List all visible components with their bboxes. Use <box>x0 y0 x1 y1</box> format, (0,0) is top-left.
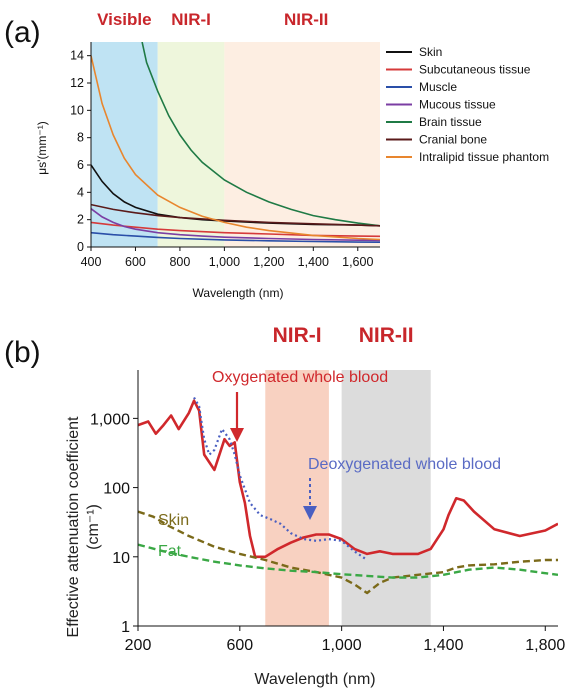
y-tick-label: 1 <box>121 619 130 636</box>
x-tick-label: 600 <box>226 637 253 654</box>
annotation-skin: Skin <box>158 512 189 529</box>
x-tick-label: 1,400 <box>298 255 329 269</box>
legend-label-cranial-bone: Cranial bone <box>419 133 487 147</box>
legend-label-subcutaneous-tissue: Subcutaneous tissue <box>419 63 531 77</box>
legend-label-brain-tissue: Brain tissue <box>419 115 482 129</box>
panel-a-regions <box>91 42 380 247</box>
y-tick-label: 4 <box>77 185 84 199</box>
series-mucous-tissue-line <box>91 208 380 242</box>
panel-a-x-ticks: 400 600 800 1,000 1,200 1,400 1,600 <box>81 247 373 269</box>
panel-a-y-ticks: 0 2 4 6 8 10 12 14 <box>70 49 91 254</box>
panel-b-x-axis-label: Wavelength (nm) <box>254 671 375 688</box>
legend-label-muscle: Muscle <box>419 80 457 94</box>
annotation-deoxygenated-whole-blood: Deoxygenated whole blood <box>308 456 501 473</box>
panel-a-legend: Skin Subcutaneous tissue Muscle Mucous tiss… <box>386 45 549 164</box>
x-tick-label: 800 <box>169 255 190 269</box>
region-label-nir-i: NIR-I <box>273 324 322 347</box>
series-deoxygenated-whole-blood-line <box>193 396 368 561</box>
panel-a-axes <box>90 42 380 248</box>
series-skin-line <box>138 510 558 595</box>
series-oxygenated-whole-blood-line <box>138 399 558 559</box>
region-label-visible: Visible <box>97 10 152 29</box>
y-tick-label: 100 <box>103 481 130 498</box>
region-nir-i-band <box>157 42 225 247</box>
panel-b-axes <box>137 370 558 627</box>
y-tick-label: 1,000 <box>90 411 130 428</box>
panel-a-y-axis-label: μs'(mm⁻¹) <box>35 121 49 175</box>
panel-a: (a) Visible NIR-I NIR-II 400 600 800 1,000 1,2… <box>4 10 549 300</box>
series-intralipid-tissue-phantom-line <box>91 55 380 241</box>
panel-a-letter: (a) <box>4 16 41 49</box>
x-tick-label: 1,400 <box>423 637 463 654</box>
y-tick-label: 0 <box>77 240 84 254</box>
region-label-nir-i: NIR-I <box>171 10 211 29</box>
legend-label-mucous-tissue: Mucous tissue <box>419 98 496 112</box>
y-tick-label: 10 <box>112 550 130 567</box>
x-tick-label: 1,600 <box>342 255 373 269</box>
y-tick-label: 14 <box>70 49 84 63</box>
panel-b-series <box>138 396 558 595</box>
region-label-nir-ii: NIR-II <box>359 324 414 347</box>
panel-a-region-labels: Visible NIR-I NIR-II <box>97 10 328 29</box>
panel-b-letter: (b) <box>4 336 41 369</box>
panel-b-x-ticks: 200 600 1,000 1,400 1,800 <box>125 626 565 654</box>
y-tick-label: 8 <box>77 131 84 145</box>
panel-b-y-axis-label: Effective attenuation coefficient <box>65 416 82 637</box>
panel-b-y-axis-unit: (cm⁻¹) <box>85 504 102 550</box>
x-tick-label: 400 <box>81 255 102 269</box>
region-nir-ii-band <box>224 42 380 247</box>
panel-a-x-axis-label: Wavelength (nm) <box>193 286 284 300</box>
x-tick-label: 1,000 <box>209 255 240 269</box>
series-fat-line <box>138 543 558 579</box>
panel-b: (b) NIR-I NIR-II 200 600 1,000 1,400 1,800 11… <box>4 324 565 688</box>
oxygenated-arrow-head <box>230 428 244 442</box>
panel-a-series <box>91 42 380 243</box>
annotation-oxygenated-whole-blood: Oxygenated whole blood <box>212 369 388 386</box>
series-cranial-bone-line <box>91 203 380 227</box>
x-tick-label: 1,200 <box>253 255 284 269</box>
annotation-fat: Fat <box>158 543 182 560</box>
region-nir-ii-band <box>341 370 431 626</box>
y-tick-label: 10 <box>70 103 84 117</box>
deoxygenated-arrow-head <box>303 506 317 520</box>
region-label-nir-ii: NIR-II <box>284 10 328 29</box>
y-tick-label: 12 <box>70 76 84 90</box>
panel-b-region-labels: NIR-I NIR-II <box>273 324 414 347</box>
panel-b-annotations: Oxygenated whole blood Deoxygenated whole… <box>158 369 501 560</box>
x-tick-label: 1,000 <box>322 637 362 654</box>
legend-label-intralipid-tissue-phantom: Intralipid tissue phantom <box>419 150 549 164</box>
x-tick-label: 200 <box>125 637 152 654</box>
region-visible-band <box>91 42 158 247</box>
series-muscle-line <box>91 231 380 243</box>
region-nir-i-band <box>265 370 329 626</box>
y-tick-label: 2 <box>77 213 84 227</box>
y-tick-label: 6 <box>77 158 84 172</box>
legend-label-skin: Skin <box>419 45 442 59</box>
panel-b-y-ticks: 1 10 100 1,000 <box>90 411 138 636</box>
x-tick-label: 600 <box>125 255 146 269</box>
x-tick-label: 1,800 <box>525 637 565 654</box>
panel-b-regions <box>265 370 431 626</box>
series-brain-tissue-line <box>141 42 380 227</box>
